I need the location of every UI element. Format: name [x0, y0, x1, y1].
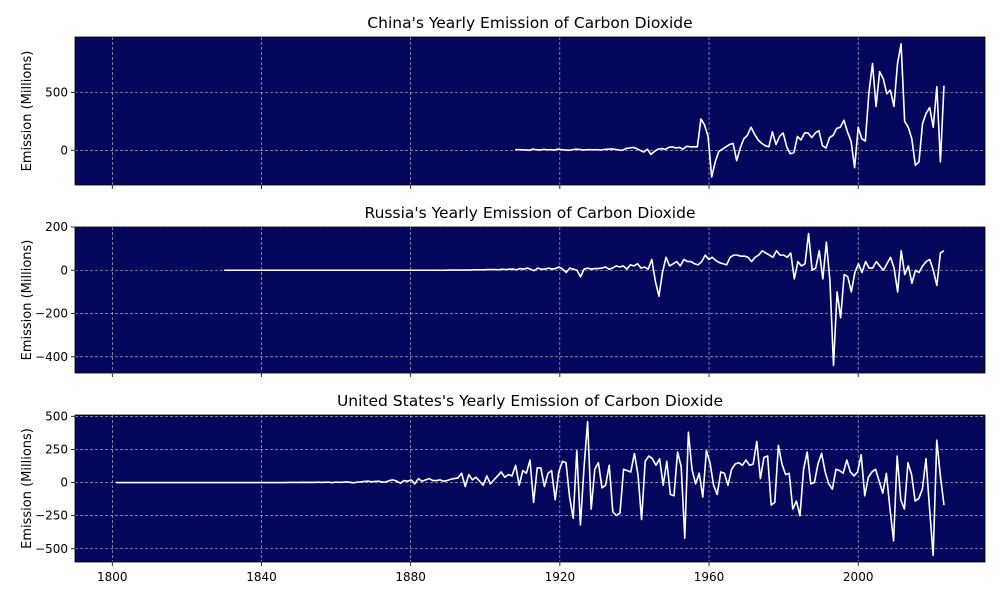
x-tick-label: 1920: [545, 570, 576, 584]
plot-area: [75, 37, 985, 185]
y-tick-label: 0: [60, 143, 68, 157]
chart-title: United States's Yearly Emission of Carbo…: [337, 392, 723, 410]
x-tick-label: 1880: [395, 570, 426, 584]
chart-title: China's Yearly Emission of Carbon Dioxid…: [367, 14, 692, 32]
y-axis-label: Emission (Millions): [20, 428, 35, 549]
series-line: [515, 43, 945, 178]
subplot-0: 0 500 China's Yearly Emission of Carbon Di…: [20, 14, 986, 189]
plot-frame: [74, 36, 986, 186]
plot-frame: [74, 414, 986, 563]
plot-area: [75, 415, 985, 562]
y-tick-label: 0: [60, 263, 68, 277]
chart-title: Russia's Yearly Emission of Carbon Dioxi…: [365, 204, 696, 222]
y-tick-label: 500: [45, 86, 68, 100]
plot-area: [75, 227, 985, 373]
y-axis-label: Emission (Millions): [20, 240, 35, 361]
y-tick-label: 200: [45, 220, 68, 234]
subplot-1: −400 −200 0 200 Russia's Yearly Emission of …: [20, 204, 986, 377]
y-tick-label: 250: [45, 442, 68, 456]
plot-frame: [74, 226, 986, 374]
y-tick-label: 500: [45, 409, 68, 423]
y-tick-label: −200: [35, 307, 68, 321]
x-tick-label: 2000: [843, 570, 874, 584]
y-tick-label: −500: [35, 542, 68, 556]
x-tick-label: 1840: [246, 570, 277, 584]
series-line: [116, 420, 945, 557]
y-tick-label: −400: [35, 350, 68, 364]
x-tick-label: 1800: [97, 570, 128, 584]
subplot-2: −500 −250 0 250 500 1800 1840 1880 1920 1960 2000 U…: [20, 392, 986, 584]
y-axis-label: Emission (Millions): [20, 51, 35, 172]
y-tick-label: 0: [60, 476, 68, 490]
series-line: [224, 232, 945, 367]
y-tick-label: −250: [35, 509, 68, 523]
x-tick-label: 1960: [694, 570, 725, 584]
